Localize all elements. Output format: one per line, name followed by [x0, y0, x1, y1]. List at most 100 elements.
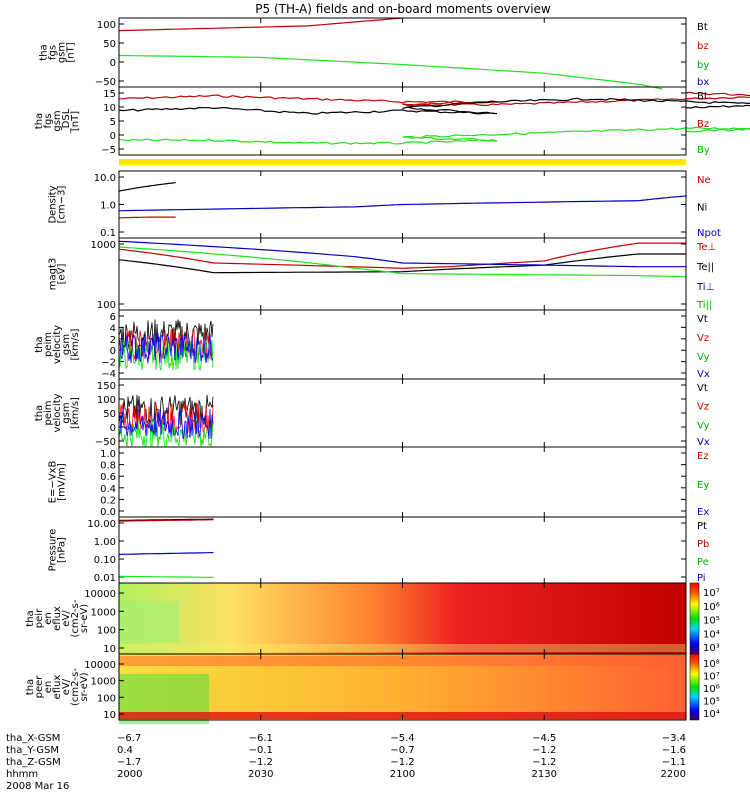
- footer-row-value: 2030: [248, 769, 273, 780]
- legend-entry: Vt: [697, 314, 708, 325]
- y-tick-label: 50: [103, 39, 116, 50]
- footer-row-label: tha_Z-GSM: [6, 757, 61, 768]
- y-tick-label: 10000: [84, 660, 116, 671]
- footer-row-value: −1.2: [249, 757, 273, 768]
- series-line-bz: [118, 17, 403, 32]
- panel-temperature: 1000 100 Te⊥ Te|| Ti⊥ Ti|| magt3[eV]: [48, 237, 716, 311]
- series-line-Te⊥: [118, 242, 686, 269]
- footer-row-value: 2130: [532, 769, 557, 780]
- series-line-Pi: [118, 552, 214, 555]
- legend-entry: Ex: [697, 507, 709, 518]
- y-tick-label: 10: [103, 103, 116, 114]
- y-tick-label: 100: [97, 20, 116, 31]
- y-tick-label: 0.01: [94, 573, 116, 584]
- legend-entry: Ti⊥: [696, 282, 714, 293]
- y-axis-label: gsm: [57, 42, 68, 63]
- y-tick-label: 10.0: [94, 173, 116, 184]
- legend-entry: Bt: [697, 91, 708, 102]
- y-axis-label: peir: [34, 608, 45, 628]
- y-axis-label: eV/: [61, 610, 72, 627]
- y-tick-label: 100: [97, 693, 116, 704]
- legend-entry: Npot: [697, 228, 721, 239]
- series-line-Ni: [118, 182, 176, 192]
- y-tick-label: 1.0: [100, 449, 116, 460]
- y-axis-label: eV/: [61, 678, 72, 695]
- y-tick-label: 100: [97, 626, 116, 637]
- y-axis-label: peim: [43, 332, 54, 357]
- y-axis-label: [mV/m]: [57, 463, 68, 501]
- y-tick-label: −2: [101, 358, 116, 369]
- legend-entry: By: [697, 145, 710, 156]
- y-axis-label: E=−VxB: [48, 461, 59, 504]
- y-tick-label: 4: [110, 323, 116, 334]
- y-axis-label: velocity: [52, 325, 63, 364]
- spectrogram-band: [119, 656, 686, 666]
- y-axis-label: en: [43, 681, 54, 694]
- panel-density: 10.0 1.0 0.1 Ne Ni Npot Density[cm−3]: [48, 170, 721, 239]
- y-axis-label: [cm−3]: [57, 186, 68, 224]
- legend-entry: Vz: [697, 402, 709, 413]
- y-tick-label: 15: [103, 89, 116, 100]
- y-axis-label: sr-eV): [79, 672, 90, 701]
- series-line-Pb: [118, 519, 214, 522]
- y-tick-label: 1000: [91, 677, 116, 688]
- colorbar-label: 10⁶: [703, 684, 720, 695]
- y-tick-label: 100: [97, 300, 116, 311]
- colorbar-label: 10⁵: [703, 697, 720, 708]
- y-axis-label: [nPa]: [57, 537, 68, 563]
- y-axis-label: Density: [48, 185, 59, 223]
- panel-pressure: 10.00 1.00 0.10 0.01 Pt Pb Pe Pi Pressure[nPa]: [48, 516, 709, 584]
- y-axis-label: [eV]: [57, 264, 68, 285]
- legend-entry: bz: [697, 41, 709, 52]
- burst-trace: [119, 332, 214, 364]
- panel-frame: [118, 378, 687, 448]
- footer-row-value: −0.7: [390, 745, 414, 756]
- panel-frame: [118, 86, 687, 156]
- legend-entry: Ne: [697, 175, 711, 186]
- y-axis-label: fgs: [43, 113, 54, 128]
- footer-row-value: −6.1: [249, 733, 273, 744]
- panel-velocity2: 150 100 50 0 −50 Vt Vz Vy Vx thapeimvelocitygsm[k…: [34, 378, 710, 448]
- y-axis-label: magt3: [48, 258, 59, 291]
- y-tick-label: 0.8: [100, 461, 116, 472]
- y-tick-label: −4: [101, 369, 116, 380]
- legend-entry: Ey: [697, 480, 709, 491]
- y-tick-label: 1.00: [94, 537, 116, 548]
- legend-entry: Pt: [697, 521, 707, 532]
- y-axis-label: en: [43, 612, 54, 625]
- y-axis-label: sr-eV): [79, 604, 90, 633]
- y-axis-label: tha: [34, 405, 45, 421]
- y-axis-label: gsm: [61, 402, 72, 423]
- footer-row-value: 2100: [390, 769, 415, 780]
- legend-entry: Pe: [697, 557, 709, 568]
- y-tick-label: 10: [103, 710, 116, 721]
- footer-row-value: −3.4: [662, 733, 686, 744]
- colorbar-label: 10⁷: [703, 672, 720, 683]
- legend-entry: Bz: [697, 119, 709, 130]
- y-axis-label: eflux: [52, 606, 63, 631]
- burst-trace: [118, 402, 214, 434]
- colorbar-label: 10⁴: [703, 709, 720, 720]
- y-tick-label: 2: [110, 335, 116, 346]
- series-line-Ti⊥: [118, 240, 686, 268]
- footer-row-value: −4.5: [532, 733, 556, 744]
- y-axis-label: peim: [43, 400, 54, 425]
- series-line-Npot: [118, 195, 687, 212]
- footer-row-value: −1.2: [532, 745, 556, 756]
- y-axis-label: gsm: [52, 110, 63, 131]
- legend-entry: Te||: [696, 262, 714, 273]
- y-tick-label: 0.1: [100, 228, 116, 239]
- series-line-Pe: [119, 575, 214, 578]
- y-axis-label: [km/s]: [70, 328, 81, 360]
- series-line-By: [118, 126, 750, 145]
- legend-entry: bx: [697, 77, 709, 88]
- legend-entry: Te⊥: [696, 242, 716, 253]
- footer-row-label: tha_Y-GSM: [6, 745, 59, 756]
- colorbar-label: 10⁵: [703, 616, 720, 627]
- y-axis-label: tha: [25, 679, 36, 695]
- colorbar: [689, 582, 700, 655]
- colorbar-label: 10⁴: [703, 629, 720, 640]
- footer-row-value: −1.1: [662, 757, 686, 768]
- y-tick-label: −5: [101, 145, 116, 156]
